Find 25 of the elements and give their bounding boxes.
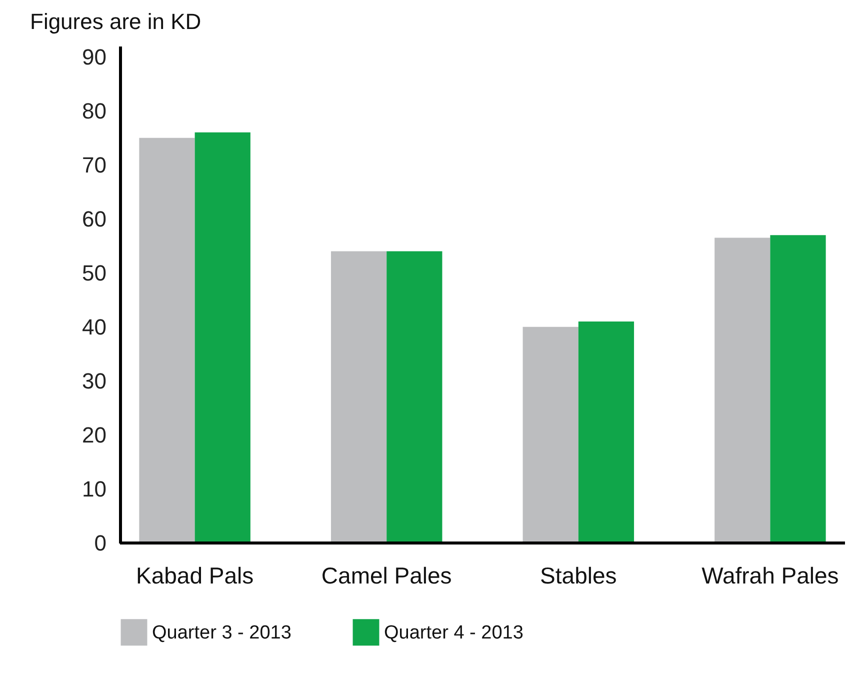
bar <box>330 251 387 543</box>
bar <box>770 235 826 543</box>
y-tick-label: 40 <box>82 314 106 340</box>
y-tick-label: 70 <box>82 152 106 178</box>
x-tick-label: Camel Pales <box>321 562 452 588</box>
y-tick-label: 20 <box>82 422 106 448</box>
bar <box>194 132 250 543</box>
y-tick-label: 50 <box>82 260 106 286</box>
x-tick-label: Wafrah Pales <box>702 562 839 588</box>
legend-label: Quarter 4 - 2013 <box>384 622 524 644</box>
y-tick-label: 90 <box>82 44 106 70</box>
y-tick-label: 0 <box>94 530 106 556</box>
y-tick-label: 10 <box>82 476 106 502</box>
x-tick-label: Stables <box>540 562 617 588</box>
legend-label: Quarter 3 - 2013 <box>152 622 292 644</box>
x-tick-label: Kabad Pals <box>136 562 254 588</box>
bar <box>714 238 770 543</box>
y-tick-label: 80 <box>82 98 106 124</box>
y-tick-label: 30 <box>82 368 106 394</box>
bar <box>139 138 195 543</box>
bar <box>522 326 578 543</box>
y-tick-label: 60 <box>82 206 106 232</box>
bar <box>578 322 634 543</box>
bar <box>386 251 442 543</box>
chart-title: Figures are in KD <box>30 8 202 34</box>
